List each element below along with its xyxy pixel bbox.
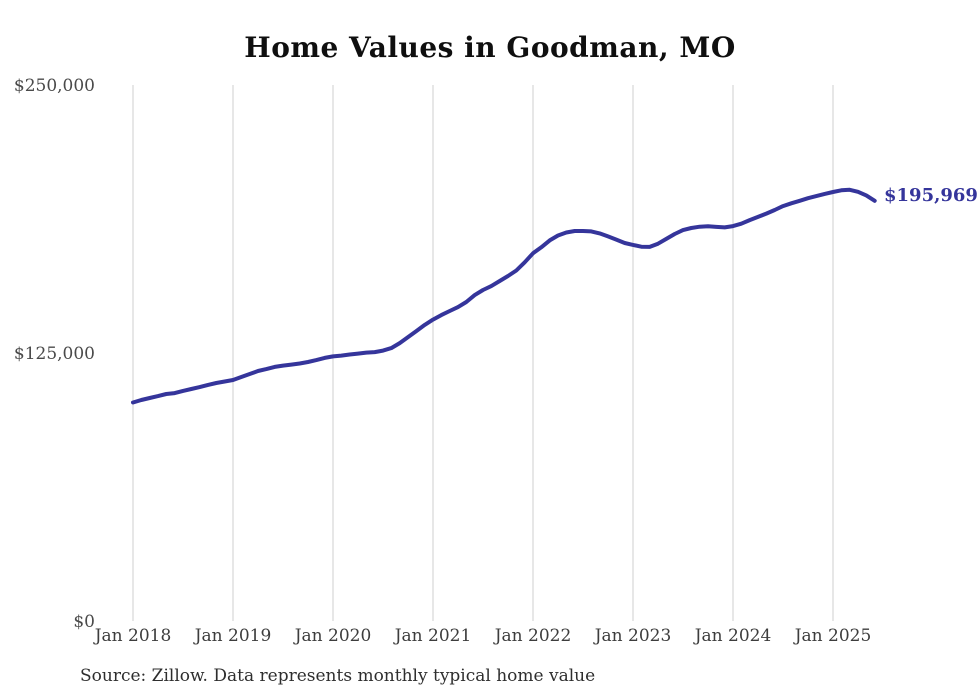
x-tick-label: Jan 2023 <box>593 626 672 646</box>
x-tick-label: Jan 2021 <box>393 626 472 646</box>
y-axis-tick-labels: $250,000 $125,000 $0 <box>14 76 95 632</box>
x-tick-label: Jan 2020 <box>293 626 372 646</box>
x-tick-label: Jan 2018 <box>93 626 172 646</box>
y-tick-label: $250,000 <box>14 76 95 96</box>
latest-value-label: $195,969 <box>884 185 978 206</box>
y-tick-label: $125,000 <box>14 344 95 364</box>
x-axis-tick-labels: Jan 2018 Jan 2019 Jan 2020 Jan 2021 Jan 2022… <box>93 626 872 646</box>
chart-title: Home Values in Goodman, MO <box>244 31 736 64</box>
x-tick-label: Jan 2025 <box>793 626 872 646</box>
x-tick-label: Jan 2024 <box>693 626 772 646</box>
source-note: Source: Zillow. Data represents monthly … <box>80 666 596 686</box>
gridlines <box>132 85 834 621</box>
x-tick-label: Jan 2019 <box>193 626 272 646</box>
x-tick-label: Jan 2022 <box>493 626 572 646</box>
y-tick-label: $0 <box>73 612 95 632</box>
home-value-line <box>131 187 877 405</box>
